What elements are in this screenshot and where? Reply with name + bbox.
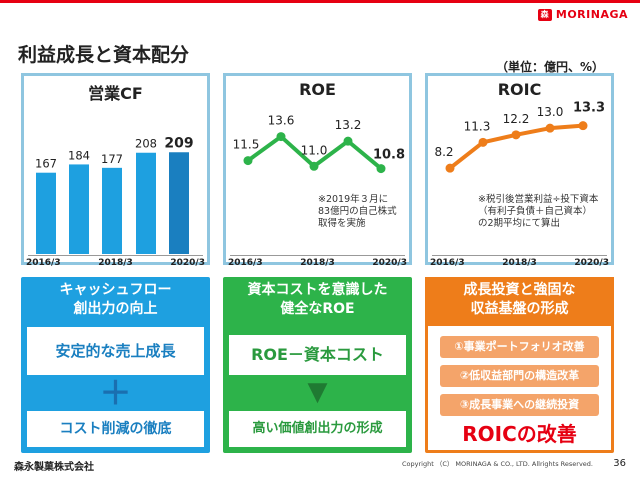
box-heading: 資本コストを意識した 健全なROE xyxy=(223,277,412,323)
data-label: 11.3 xyxy=(464,119,491,133)
sales-growth-item: 安定的な売上成長 xyxy=(27,327,204,375)
unit-label: （単位：億円、%） xyxy=(495,60,604,74)
page-number: 36 xyxy=(613,458,626,469)
roic-chart: 8.2 11.3 12.2 13.0 13.3 xyxy=(434,101,605,173)
note-line: ※税引後営業利益÷投下資本 xyxy=(478,194,599,205)
x-tick-label: 2018/3 xyxy=(98,258,133,268)
operating-cf-chart: 167 184 177 208 209 xyxy=(35,135,194,254)
x-tick-label: 2016/3 xyxy=(430,258,465,268)
logo-text: MORINAGA xyxy=(555,8,628,21)
data-point xyxy=(578,121,588,131)
data-point xyxy=(376,164,386,174)
data-label: 13.2 xyxy=(335,118,362,132)
plus-icon: ＋ xyxy=(99,374,132,412)
box-heading: キャッシュフロー 創出力の向上 xyxy=(21,277,210,323)
roe-minus-cost-item: ROE－資本コスト xyxy=(229,335,406,375)
x-axis-labels: 2016/3 2018/3 2020/3 xyxy=(26,258,205,268)
x-tick-label: 2020/3 xyxy=(372,258,407,268)
heading-line: 創出力の向上 xyxy=(73,301,158,317)
data-point xyxy=(511,130,521,140)
note-line: 83億円の自己株式 xyxy=(318,206,397,217)
cost-reduction-item: コスト削減の徹底 xyxy=(27,411,204,447)
x-axis xyxy=(432,255,607,256)
data-label: 13.0 xyxy=(537,105,564,119)
heading-line: 資本コストを意識した xyxy=(247,282,388,298)
x-axis-labels: 2016/3 2018/3 2020/3 xyxy=(430,258,609,268)
data-label: 13.3 xyxy=(573,101,605,116)
heading-line: 収益基盤の形成 xyxy=(470,301,569,317)
data-label: 12.2 xyxy=(503,112,530,126)
down-arrow-icon: ▼ xyxy=(307,377,328,407)
x-axis xyxy=(230,255,405,256)
roic-box: 成長投資と強固な 収益基盤の形成 ①事業ポートフォリオ改善 ②低収益部門の構造改… xyxy=(425,277,614,453)
bar xyxy=(169,152,189,254)
heading-line: 健全なROE xyxy=(280,301,355,317)
note-line: 取得を実施 xyxy=(318,218,366,229)
roic-result: ROICの改善 xyxy=(462,422,577,446)
operating-cf-panel: 営業CF 167 184 177 208 209 2016/3 2018/3 2020/… xyxy=(21,73,210,268)
footer-copyright: Copyright （C） MORINAGA & CO., LTD. Allri… xyxy=(402,460,593,468)
data-label: 167 xyxy=(35,157,57,171)
data-label: 8.2 xyxy=(434,145,453,159)
cashflow-box: キャッシュフロー 創出力の向上 安定的な売上成長 ＋ コスト削減の徹底 xyxy=(21,277,210,453)
x-tick-label: 2018/3 xyxy=(300,258,335,268)
growth-investment-item: ③成長事業への継続投資 xyxy=(440,394,599,416)
panel-title: ROE xyxy=(299,80,336,99)
bar xyxy=(102,167,122,254)
x-tick-label: 2016/3 xyxy=(228,258,263,268)
page-title: 利益成長と資本配分 xyxy=(18,44,190,66)
x-axis-labels: 2016/3 2018/3 2020/3 xyxy=(228,258,407,268)
note-line: （有利子負債＋自己資本） xyxy=(478,206,593,217)
data-label: 11.5 xyxy=(233,138,260,152)
data-point xyxy=(445,163,455,173)
data-label: 177 xyxy=(101,152,123,166)
roe-box: 資本コストを意識した 健全なROE ROE－資本コスト ▼ 高い価値創出力の形成 xyxy=(223,277,412,453)
heading-line: キャッシュフロー xyxy=(59,282,172,298)
roic-panel: ROIC 8.2 11.3 12.2 13.0 13.3 ※税引後営業利益÷投下資本 （… xyxy=(425,73,614,268)
logo-mark: 森 xyxy=(537,8,552,21)
restructuring-item: ②低収益部門の構造改革 xyxy=(440,365,599,387)
bar xyxy=(69,164,89,254)
x-tick-label: 2016/3 xyxy=(26,258,61,268)
roe-note: ※2019年３月に 83億円の自己株式 取得を実施 xyxy=(318,194,397,230)
bar xyxy=(136,152,156,254)
data-point xyxy=(276,132,286,142)
roe-chart: 11.5 13.6 11.0 13.2 10.8 xyxy=(233,114,405,174)
note-line: の2期平均にて算出 xyxy=(478,218,561,229)
note-line: ※2019年３月に xyxy=(318,194,389,205)
data-label: 10.8 xyxy=(373,148,405,163)
data-label: 11.0 xyxy=(301,143,328,157)
roic-note: ※税引後営業利益÷投下資本 （有利子負債＋自己資本） の2期平均にて算出 xyxy=(478,194,598,230)
data-point xyxy=(478,137,488,147)
data-label: 208 xyxy=(135,137,157,151)
data-point xyxy=(343,136,353,146)
box-heading: 成長投資と強固な 収益基盤の形成 xyxy=(425,277,614,326)
company-logo: 森 MORINAGA xyxy=(537,8,628,21)
data-label: 184 xyxy=(68,148,90,162)
heading-line: 成長投資と強固な xyxy=(463,282,576,298)
x-tick-label: 2020/3 xyxy=(574,258,609,268)
top-bar xyxy=(0,0,640,26)
data-point xyxy=(243,156,253,166)
panel-title: ROIC xyxy=(497,80,542,99)
data-label: 13.6 xyxy=(268,114,295,128)
x-axis xyxy=(28,255,203,256)
data-point xyxy=(545,123,555,133)
data-point xyxy=(309,161,319,171)
roe-panel: ROE 11.5 13.6 11.0 13.2 10.8 ※2019年３月に 83億円の… xyxy=(223,73,412,268)
value-creation-item: 高い価値創出力の形成 xyxy=(229,411,406,447)
data-label: 209 xyxy=(164,135,193,151)
footer-company: 森永製菓株式会社 xyxy=(14,462,94,473)
portfolio-item: ①事業ポートフォリオ改善 xyxy=(440,336,599,358)
panel-title: 営業CF xyxy=(88,84,143,103)
x-tick-label: 2018/3 xyxy=(502,258,537,268)
bar xyxy=(36,172,56,254)
x-tick-label: 2020/3 xyxy=(170,258,205,268)
